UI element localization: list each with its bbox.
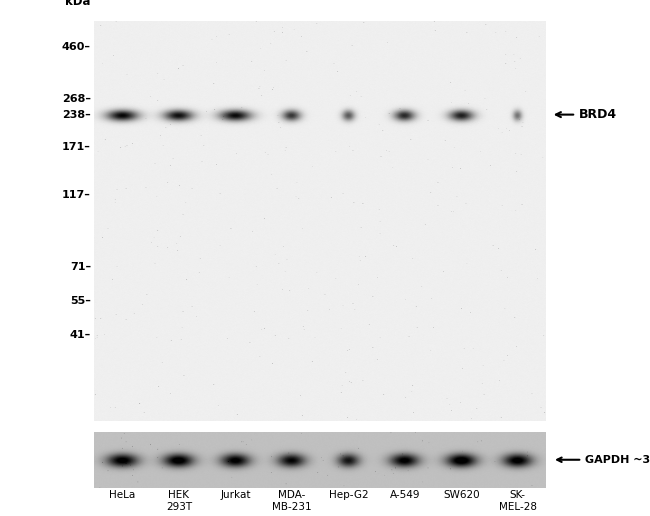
Text: 71–: 71– (70, 262, 91, 271)
Text: 117–: 117– (62, 189, 91, 200)
Text: MDA-
MB-231: MDA- MB-231 (272, 490, 312, 512)
Text: 460–: 460– (62, 42, 91, 52)
Text: SW620: SW620 (443, 490, 480, 500)
Text: 238–: 238– (62, 109, 91, 120)
Text: BRD4: BRD4 (556, 108, 617, 121)
Text: SK-
MEL-28: SK- MEL-28 (499, 490, 537, 512)
Text: 41–: 41– (70, 330, 91, 340)
Text: 268–: 268– (62, 93, 91, 104)
Text: 171–: 171– (62, 141, 91, 152)
Text: 55–: 55– (70, 296, 91, 305)
Text: kDa: kDa (66, 0, 91, 8)
Text: Jurkat: Jurkat (220, 490, 251, 500)
Text: A-549: A-549 (389, 490, 420, 500)
Text: HEK
293T: HEK 293T (166, 490, 192, 512)
Text: HeLa: HeLa (109, 490, 136, 500)
Text: GAPDH ~37 kDa: GAPDH ~37 kDa (557, 455, 650, 465)
Text: Hep-G2: Hep-G2 (328, 490, 368, 500)
